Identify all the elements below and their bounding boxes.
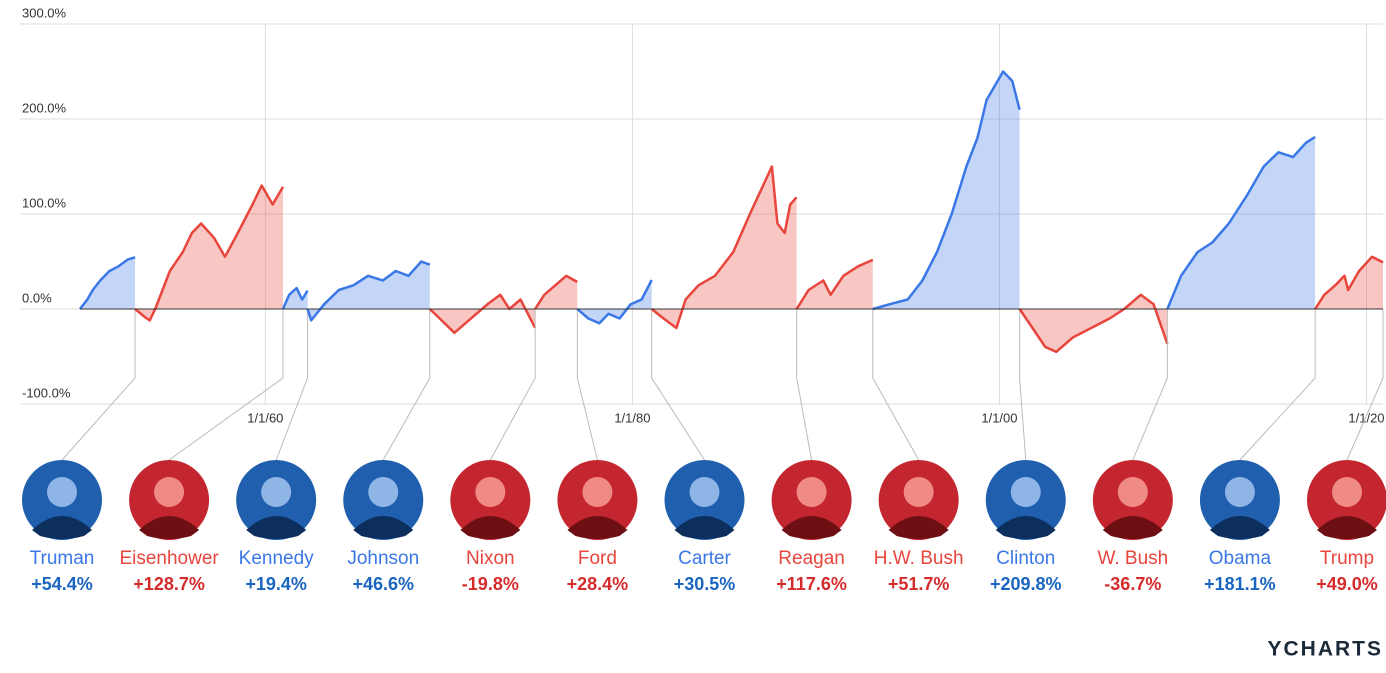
portrait-head [1011, 477, 1041, 507]
y-tick-label: -100.0% [22, 385, 71, 400]
president-name: Carter [678, 548, 731, 569]
y-tick-label: 0.0% [22, 290, 52, 305]
area [1167, 137, 1315, 309]
president-return: +28.4% [567, 574, 629, 594]
x-tick-label: 1/1/00 [981, 410, 1017, 425]
president-name: W. Bush [1097, 548, 1168, 569]
connector [62, 309, 135, 460]
x-tick-label: 1/1/80 [614, 410, 650, 425]
portrait-head [47, 477, 77, 507]
portrait-head [904, 477, 934, 507]
area [80, 257, 135, 309]
portrait-head [368, 477, 398, 507]
x-tick-label: 1/1/20 [1348, 410, 1384, 425]
portrait-head [1332, 477, 1362, 507]
area [1315, 257, 1383, 309]
president-return: +181.1% [1204, 574, 1276, 594]
portrait-head [1118, 477, 1148, 507]
president-return: +54.4% [31, 574, 93, 594]
president-return: +49.0% [1316, 574, 1378, 594]
president-name: Reagan [778, 548, 845, 569]
president-name: Trump [1320, 548, 1374, 569]
president-return: +51.7% [888, 574, 950, 594]
president-return: +128.7% [133, 574, 205, 594]
president-return: +19.4% [245, 574, 307, 594]
logo: YCHARTS [1267, 638, 1383, 661]
president-return: +117.6% [776, 574, 847, 594]
connector [652, 309, 705, 460]
connector [577, 309, 597, 460]
president-name: Obama [1209, 548, 1272, 569]
president-name: Nixon [466, 548, 515, 569]
portrait-head [1225, 477, 1255, 507]
y-tick-label: 300.0% [22, 5, 67, 20]
area [873, 72, 1020, 310]
connector [276, 309, 307, 460]
president-name: Eisenhower [119, 548, 219, 569]
page: YCHARTS -100.0% 0.0% 100.0% 200.0% 300.0% 1/1… [0, 0, 1386, 673]
president-return: +46.6% [352, 574, 414, 594]
chart: YCHARTS -100.0% 0.0% 100.0% 200.0% 300.0% 1/1… [0, 0, 1386, 673]
president-name: Clinton [996, 548, 1055, 569]
area [535, 276, 577, 309]
president-name: Truman [30, 548, 95, 569]
president-return: -36.7% [1104, 574, 1161, 594]
x-tick-label: 1/1/60 [247, 410, 283, 425]
area [797, 260, 873, 309]
president-return: +30.5% [674, 574, 736, 594]
president-return: -19.8% [462, 574, 519, 594]
president-name: Kennedy [239, 548, 315, 569]
y-tick-label: 100.0% [22, 195, 67, 210]
president-return: +209.8% [990, 574, 1062, 594]
president-name: H.W. Bush [874, 548, 964, 569]
president-name: Ford [578, 548, 617, 569]
portrait-head [261, 477, 291, 507]
portrait-head [797, 477, 827, 507]
connector [490, 309, 535, 460]
connector [1020, 309, 1026, 460]
connector [1347, 309, 1383, 460]
area [308, 262, 430, 321]
grid [20, 24, 1383, 404]
connector [873, 309, 919, 460]
connector [1240, 309, 1315, 460]
connector [797, 309, 812, 460]
connector [169, 309, 283, 460]
portrait-head [582, 477, 612, 507]
portrait-head [154, 477, 184, 507]
y-tick-label: 200.0% [22, 100, 67, 115]
portrait-head [475, 477, 505, 507]
portrait-head [690, 477, 720, 507]
connector [383, 309, 430, 460]
president-name: Johnson [347, 548, 419, 569]
